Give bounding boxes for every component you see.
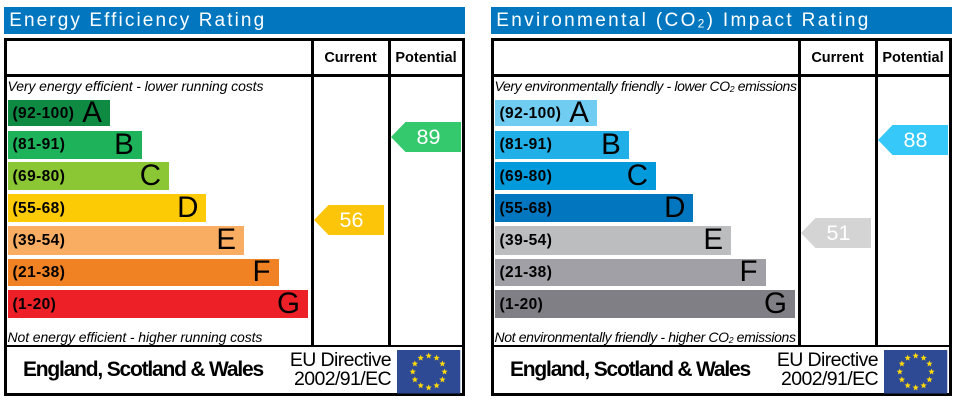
svg-text:51: 51 [827,221,851,245]
svg-text:89: 89 [417,125,441,149]
svg-text:56: 56 [340,208,364,232]
svg-text:88: 88 [904,128,928,152]
